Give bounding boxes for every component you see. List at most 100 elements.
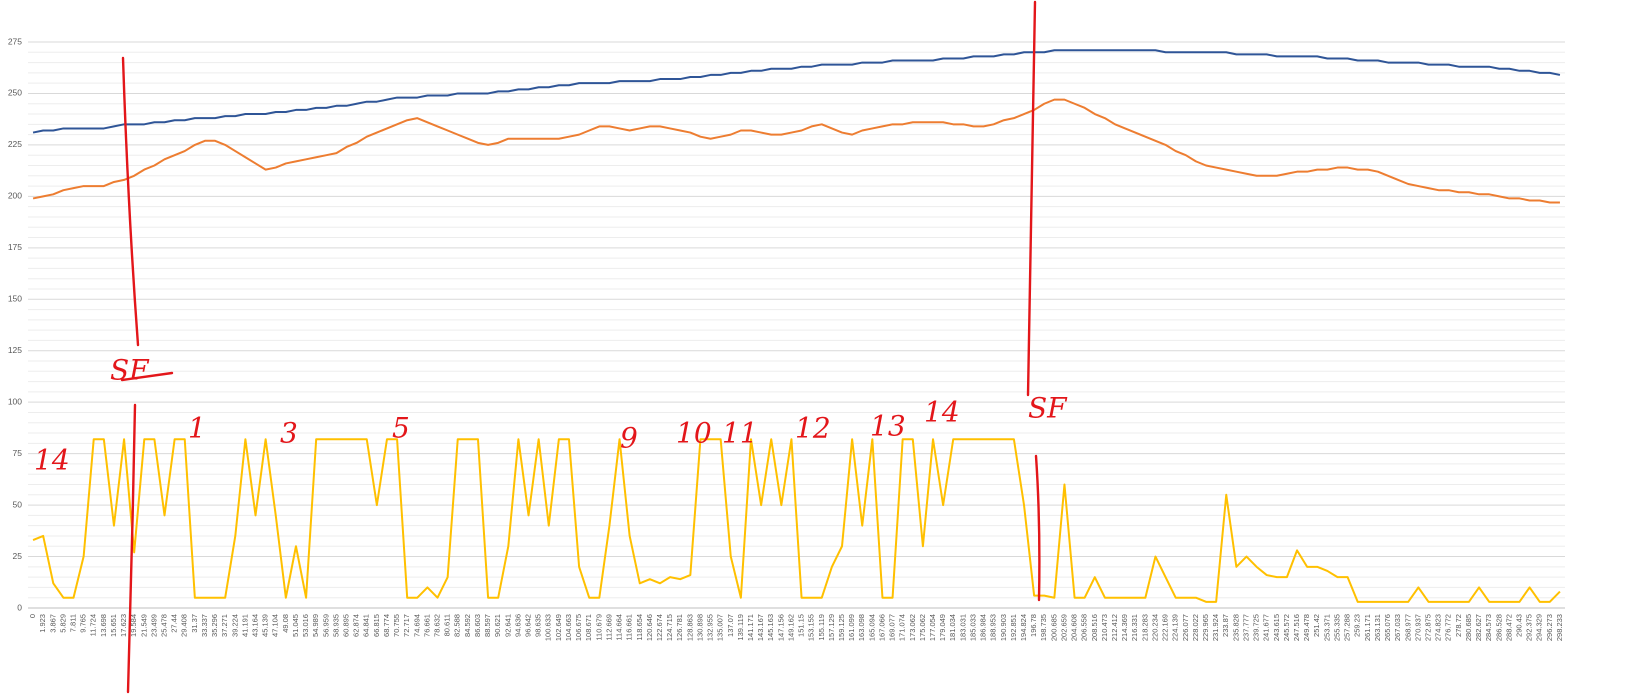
y-tick-label: 225 xyxy=(8,139,22,149)
annotation: 5 xyxy=(392,412,410,445)
x-tick-label: 78.632 xyxy=(433,614,442,637)
x-tick-label: 122.674 xyxy=(655,614,664,641)
x-tick-label: 280.685 xyxy=(1464,614,1473,641)
x-tick-label: 80.611 xyxy=(443,614,452,636)
marker-line xyxy=(1026,0,1037,397)
x-tick-label: 35.296 xyxy=(210,614,219,637)
x-tick-label: 274.823 xyxy=(1434,614,1443,641)
x-tick-label: 82.588 xyxy=(453,614,462,637)
x-tick-label: 41.191 xyxy=(240,614,249,637)
annotation: 13 xyxy=(870,410,906,443)
x-tick-label: 51.045 xyxy=(291,614,300,637)
x-tick-label: 255.335 xyxy=(1332,614,1341,641)
x-tick-label: 235.828 xyxy=(1231,614,1240,641)
x-tick-label: 145.163 xyxy=(766,614,775,641)
x-tick-label: 37.271 xyxy=(220,614,229,637)
x-tick-label: 200.685 xyxy=(1049,614,1058,641)
x-tick-label: 202.659 xyxy=(1059,614,1068,641)
x-tick-label: 21.549 xyxy=(139,614,148,637)
y-tick-label: 75 xyxy=(13,448,23,458)
x-tick-label: 114.664 xyxy=(615,614,624,641)
x-tick-label: 13.698 xyxy=(99,614,108,637)
x-tick-label: 237.777 xyxy=(1241,614,1250,641)
x-tick-label: 128.863 xyxy=(685,614,694,641)
x-tick-label: 208.516 xyxy=(1090,614,1099,641)
x-tick-label: 222.169 xyxy=(1161,614,1170,641)
annotation: 11 xyxy=(722,417,758,450)
y-tick-label: 275 xyxy=(8,36,22,46)
x-tick-label: 224.139 xyxy=(1171,614,1180,641)
series-line xyxy=(32,98,1560,204)
x-tick-label: 165.094 xyxy=(867,614,876,641)
x-tick-label: 278.72 xyxy=(1454,614,1463,637)
annotation: 9 xyxy=(620,422,638,455)
x-tick-label: 288.472 xyxy=(1504,614,1513,641)
x-tick-label: 239.725 xyxy=(1252,614,1261,641)
x-tick-label: 247.516 xyxy=(1292,614,1301,641)
x-tick-label: 186.984 xyxy=(979,614,988,641)
x-tick-label: 171.074 xyxy=(898,614,907,641)
x-tick-label: 116.661 xyxy=(625,614,634,641)
x-tick-label: 188.953 xyxy=(989,614,998,641)
x-tick-label: 263.131 xyxy=(1373,614,1382,641)
x-tick-label: 88.597 xyxy=(483,614,492,637)
x-tick-label: 212.412 xyxy=(1110,614,1119,641)
x-tick-label: 181.034 xyxy=(948,614,957,641)
x-tick-label: 9.765 xyxy=(79,614,88,633)
x-tick-label: 173.062 xyxy=(908,614,917,641)
x-tick-label: 268.977 xyxy=(1403,614,1412,641)
x-tick-label: 33.337 xyxy=(200,614,209,637)
x-tick-label: 92.641 xyxy=(503,614,512,637)
x-tick-label: 76.661 xyxy=(422,614,431,637)
hand-annotations: SF 14 1 3 5 9 10 11 12 13 14 SF xyxy=(34,0,1068,694)
x-tick-label: 296.273 xyxy=(1545,614,1554,641)
x-tick-label: 106.675 xyxy=(574,614,583,641)
x-tick-label: 253.371 xyxy=(1322,614,1331,641)
x-tick-label: 198.735 xyxy=(1039,614,1048,641)
annotation: SF xyxy=(110,354,150,387)
x-tick-label: 126.781 xyxy=(675,614,684,641)
x-tick-label: 286.528 xyxy=(1494,614,1503,641)
x-tick-label: 53.016 xyxy=(301,614,310,637)
x-tick-label: 270.937 xyxy=(1413,614,1422,641)
annotation: SF xyxy=(1028,392,1068,425)
x-tick-label: 84.592 xyxy=(463,614,472,637)
y-tick-label: 250 xyxy=(8,88,22,98)
x-tick-label: 47.104 xyxy=(271,614,280,637)
x-tick-label: 179.049 xyxy=(938,614,947,641)
x-tick-label: 249.478 xyxy=(1302,614,1311,641)
x-tick-label: 62.874 xyxy=(352,614,361,637)
x-tick-label: 90.621 xyxy=(493,614,502,637)
x-tick-label: 96.642 xyxy=(524,614,533,637)
x-tick-label: 167.066 xyxy=(877,614,886,641)
x-tick-label: 49.08 xyxy=(281,614,290,633)
x-tick-label: 284.573 xyxy=(1484,614,1493,641)
x-tick-label: 245.572 xyxy=(1282,614,1291,641)
x-tick-label: 161.099 xyxy=(847,614,856,641)
marker-line xyxy=(121,56,140,347)
x-tick-label: 43.164 xyxy=(251,614,260,637)
x-tick-label: 183.031 xyxy=(958,614,967,641)
x-tick-label: 124.715 xyxy=(665,614,674,641)
x-tick-label: 204.608 xyxy=(1070,614,1079,641)
x-tick-label: 233.87 xyxy=(1221,614,1230,637)
x-tick-label: 27.44 xyxy=(170,614,179,633)
x-tick-label: 110.679 xyxy=(594,614,603,641)
x-tick-label: 192.851 xyxy=(1009,614,1018,641)
x-tick-label: 231.924 xyxy=(1211,614,1220,641)
series-line xyxy=(32,438,1561,603)
x-tick-label: 58.935 xyxy=(331,614,340,637)
x-tick-label: 298.233 xyxy=(1555,614,1564,641)
x-tick-label: 139.119 xyxy=(736,614,745,641)
x-tick-label: 147.156 xyxy=(776,614,785,641)
y-tick-label: 0 xyxy=(17,602,22,612)
series-line xyxy=(32,49,1561,134)
annotation: 3 xyxy=(280,417,298,450)
x-tick-label: 282.627 xyxy=(1474,614,1483,641)
x-tick-label: 265.076 xyxy=(1383,614,1392,641)
x-tick-label: 143.167 xyxy=(756,614,765,641)
x-tick-label: 132.955 xyxy=(706,614,715,641)
x-tick-label: 0 xyxy=(28,614,37,618)
